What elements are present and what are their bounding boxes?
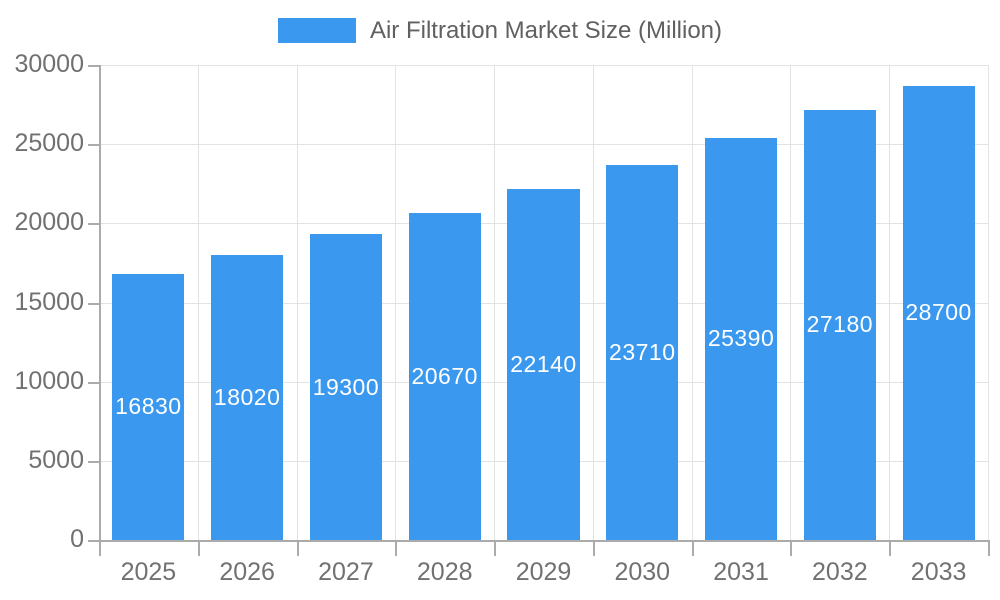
y-axis-tick <box>88 223 99 226</box>
y-axis-tick-label: 25000 <box>14 129 84 158</box>
bar-2025: 16830 <box>112 273 185 540</box>
bar-value-label: 18020 <box>213 383 281 410</box>
x-axis-tick <box>592 540 595 556</box>
gridline-vertical <box>988 65 989 540</box>
bar-2029: 22140 <box>507 189 580 540</box>
x-axis-tick-label: 2033 <box>910 558 967 586</box>
y-axis-tick-label: 5000 <box>28 445 84 474</box>
x-axis-tick <box>790 540 793 556</box>
gridline-vertical <box>296 65 298 540</box>
legend-swatch <box>277 17 356 43</box>
gridline-vertical <box>889 65 891 540</box>
x-axis-tick-label: 2030 <box>614 558 671 586</box>
x-axis-tick-label: 2029 <box>515 558 572 586</box>
x-axis-tick <box>395 540 398 556</box>
x-axis-tick <box>691 540 694 556</box>
x-axis-line <box>99 540 988 542</box>
x-axis-tick-label: 2031 <box>713 558 769 586</box>
bar-2026: 18020 <box>211 254 284 540</box>
x-axis-tick <box>889 540 892 556</box>
legend[interactable]: Air Filtration Market Size (Million) <box>0 14 1000 46</box>
x-axis-tick-label: 2026 <box>219 558 275 586</box>
gridline-vertical <box>494 65 496 540</box>
x-axis-tick <box>296 540 299 556</box>
bar-2032: 27180 <box>803 109 876 540</box>
y-axis-tick <box>88 302 99 305</box>
gridline-vertical <box>197 65 199 540</box>
y-axis-tick-label: 10000 <box>14 366 84 395</box>
x-axis-tick-label: 2025 <box>120 558 177 586</box>
x-axis-tick <box>988 540 990 556</box>
y-axis-line <box>99 65 101 556</box>
y-axis-tick-label: 30000 <box>14 50 84 78</box>
bar-2027: 19300 <box>309 234 382 540</box>
bar-value-label: 22140 <box>510 351 577 378</box>
gridline-horizontal <box>99 144 988 146</box>
y-axis-tick <box>88 65 99 67</box>
gridline-vertical <box>592 65 594 540</box>
x-axis-tick-label: 2032 <box>812 558 868 586</box>
bar-value-label: 16830 <box>115 393 182 420</box>
y-axis-tick <box>88 144 99 147</box>
x-axis-tick-label: 2028 <box>416 558 473 586</box>
bar-2033: 28700 <box>902 85 975 540</box>
y-axis-tick-label: 0 <box>70 525 84 553</box>
bar-value-label: 20670 <box>411 362 478 389</box>
x-axis-tick <box>494 540 497 556</box>
bar-2028: 20670 <box>408 212 481 540</box>
bar-2030: 23710 <box>606 164 679 540</box>
y-axis-tick <box>88 540 99 542</box>
gridline-vertical <box>691 65 693 540</box>
bar-value-label: 28700 <box>905 299 972 326</box>
y-axis-tick <box>88 381 99 384</box>
y-axis-tick-label: 15000 <box>14 287 84 316</box>
x-axis-tick-label: 2027 <box>318 558 374 586</box>
gridline-vertical <box>395 65 397 540</box>
bar-value-label: 19300 <box>312 373 380 400</box>
gridline-horizontal <box>99 65 988 66</box>
y-axis-tick <box>88 460 99 463</box>
bar-value-label: 23710 <box>609 338 676 365</box>
gridline-vertical <box>790 65 792 540</box>
bar-value-label: 27180 <box>806 311 874 338</box>
bar-2031: 25390 <box>705 137 778 540</box>
y-axis-tick-label: 20000 <box>14 208 84 237</box>
x-axis-tick <box>197 540 200 556</box>
bar-value-label: 25390 <box>707 325 775 352</box>
legend-label: Air Filtration Market Size (Million) <box>369 16 723 44</box>
